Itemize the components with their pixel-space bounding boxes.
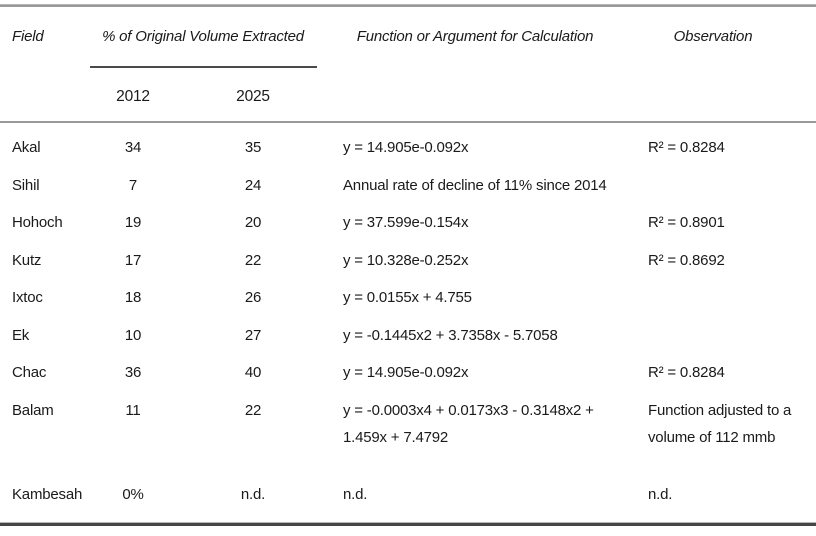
field-cell: Chac [12, 364, 47, 381]
table-row: Kutz 17 22 y = 10.328e-0.252x R² = 0.869… [0, 241, 816, 279]
function-cell: y = -0.0003x4 + 0.0173x3 - 0.3148x2 + 1.… [343, 401, 594, 446]
pct-2025-cell: 27 [244, 326, 262, 344]
observation-cell: Function adjusted to a volume of 112 mmb [648, 401, 792, 446]
field-cell: Hohoch [12, 214, 63, 231]
pct-2025-cell: 24 [244, 176, 262, 194]
field-cell: Balam [12, 401, 54, 419]
pct-2012-cell: 36 [124, 364, 142, 381]
pct-2012-cell: 18 [124, 289, 142, 306]
observation-cell: R² = 0.8692 [648, 251, 725, 269]
field-cell: Ixtoc [12, 289, 43, 306]
field-cell: Sihil [12, 176, 40, 194]
header-bottom-rule [0, 121, 816, 123]
function-cell: y = 0.0155x + 4.755 [343, 289, 472, 306]
header-field: Field [12, 28, 44, 45]
table-row: Hohoch 19 20 y = 37.599e-0.154x R² = 0.8… [0, 203, 816, 241]
volume-group-underline [90, 66, 317, 68]
table-row: Sihil 7 24 Annual rate of decline of 11%… [0, 166, 816, 204]
pct-2012-cell: 0% [122, 485, 144, 503]
field-cell: Kutz [12, 251, 42, 269]
function-cell: y = 14.905e-0.092x [343, 364, 469, 381]
table-row: Ixtoc 18 26 y = 0.0155x + 4.755 [0, 278, 816, 316]
header-function: Function or Argument for Calculation [356, 28, 594, 45]
pct-2012-cell: 7 [128, 176, 138, 194]
function-cell: n.d. [343, 485, 368, 503]
table-row: Balam 11 22 y = -0.0003x4 + 0.0173x3 - 0… [0, 391, 816, 464]
field-cell: Ek [12, 326, 30, 344]
observation-cell: R² = 0.8284 [648, 139, 725, 156]
observation-cell [648, 278, 816, 316]
table-row: Akal 34 35 y = 14.905e-0.092x R² = 0.828… [0, 128, 816, 166]
function-cell: y = 10.328e-0.252x [343, 251, 469, 269]
pct-2012-cell: 34 [124, 139, 142, 156]
pct-2025-cell: 22 [244, 401, 262, 419]
pct-2025-cell: 26 [244, 289, 262, 306]
pct-2012-cell: 10 [124, 326, 142, 344]
pct-2025-cell: 35 [244, 139, 262, 156]
function-cell: y = -0.1445x2 + 3.7358x - 5.7058 [343, 326, 558, 344]
observation-cell [648, 166, 816, 204]
table-row: Ek 10 27 y = -0.1445x2 + 3.7358x - 5.705… [0, 316, 816, 354]
observation-cell: R² = 0.8284 [648, 364, 725, 381]
header-2012: 2012 [116, 88, 150, 105]
function-cell: y = 37.599e-0.154x [343, 214, 469, 231]
observation-cell: R² = 0.8901 [648, 214, 725, 231]
pct-2012-cell: 17 [124, 251, 142, 269]
pct-2025-cell: 22 [244, 251, 262, 269]
header-observation: Observation [673, 28, 753, 45]
bottom-rule [0, 522, 816, 526]
observation-cell: n.d. [648, 485, 673, 503]
function-cell: Annual rate of decline of 11% since 2014 [343, 176, 607, 194]
table-subheader-row: 2012 2025 [0, 87, 816, 107]
table-row: Chac 36 40 y = 14.905e-0.092x R² = 0.828… [0, 353, 816, 391]
pct-2025-cell: 40 [244, 364, 262, 381]
field-cell: Kambesah [12, 485, 83, 503]
table-row: Kambesah 0% n.d. n.d. n.d. [0, 464, 816, 523]
header-2025: 2025 [236, 88, 270, 105]
pct-2025-cell: n.d. [240, 485, 266, 503]
pct-2012-cell: 11 [125, 401, 141, 419]
function-cell: y = 14.905e-0.092x [343, 139, 469, 156]
table-header-row: Field % of Original Volume Extracted Fun… [0, 27, 816, 47]
pct-2012-cell: 19 [124, 214, 142, 231]
observation-cell [648, 316, 816, 354]
top-rule [0, 4, 816, 7]
pct-2025-cell: 20 [244, 214, 262, 231]
table-body: Akal 34 35 y = 14.905e-0.092x R² = 0.828… [0, 128, 816, 522]
field-cell: Akal [12, 139, 41, 156]
header-volume-group: % of Original Volume Extracted [102, 28, 304, 45]
